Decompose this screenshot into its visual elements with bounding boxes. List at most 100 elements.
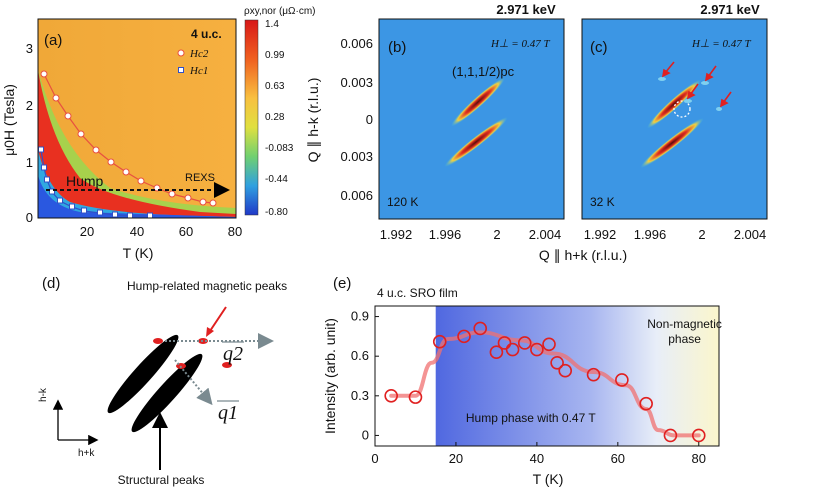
region-label-non-magnetic: Non-magnetic	[647, 317, 722, 331]
xtick: 2	[493, 227, 500, 242]
data-point	[517, 336, 532, 350]
panel-c-energy: 2.971 keV	[700, 2, 760, 17]
panel-b-label: (b)	[388, 39, 406, 56]
data-point	[558, 363, 573, 378]
ytick: 0	[366, 112, 373, 127]
panel-e-ylabel: Intensity (arb. unit)	[322, 318, 338, 434]
phase-map-green-region	[38, 70, 236, 218]
hump-label: Hump	[66, 173, 104, 189]
structural-peak-upper	[647, 79, 701, 129]
structural-peak-lower	[640, 118, 704, 168]
q2-label: q2	[223, 343, 243, 365]
ytick-label: 0	[362, 427, 369, 442]
colorbar-gradient	[244, 19, 259, 216]
panel-c-map	[582, 19, 767, 219]
data-point	[586, 367, 601, 382]
data-point	[615, 373, 629, 387]
panel-a-xticks: 20 40 60 80	[80, 224, 242, 239]
data-point	[505, 342, 520, 357]
structural-peaks-label: Structural peaks	[118, 473, 205, 487]
data-point	[542, 337, 556, 352]
ytick: 0.003	[340, 149, 373, 164]
peak-label: (1,1,1/2)pc	[452, 64, 515, 79]
map-ylabel: Q ∥ h-k (r.l.u.)	[305, 78, 321, 163]
xtick: 2.004	[529, 227, 562, 242]
xtick: 1.992	[380, 227, 413, 242]
ytick-label: 0.3	[351, 388, 369, 403]
phase-map-blue-region	[38, 175, 236, 218]
legend-hc2-label: Hc2	[189, 48, 209, 60]
panel-c-field: H⊥ = 0.47 T	[691, 38, 751, 50]
magnetic-peaks-label: Hump-related magnetic peaks	[127, 279, 287, 293]
ytick: 0.006	[340, 188, 373, 203]
structural-peak-lower	[444, 117, 508, 167]
ytick: 0.006	[340, 36, 373, 51]
region-label-non-magnetic-line2: phase	[668, 332, 701, 346]
colorbar-tick: 0.99	[265, 50, 285, 61]
xtick: 2	[698, 227, 705, 242]
ytick: 2	[26, 98, 33, 113]
xtick-label: 60	[611, 451, 625, 466]
data-point	[663, 428, 678, 443]
magnetic-peaks	[658, 77, 722, 111]
ytick: 1	[26, 155, 33, 170]
hc2-markers	[40, 70, 217, 207]
xtick: 2.004	[734, 227, 767, 242]
region-label-hump: Hump phase with 0.47 T	[466, 411, 597, 425]
xtick-label: 0	[371, 451, 378, 466]
xtick-label: 80	[692, 451, 706, 466]
panel-e-chart: (e) 4 u.c. SRO film Hump phase with 0.47…	[322, 275, 722, 487]
data-point	[497, 336, 512, 350]
ytick: 0.003	[340, 75, 373, 90]
map-xlabel: Q ∥ h+k (r.l.u.)	[539, 247, 627, 263]
axis-hmk-label: h-k	[38, 387, 49, 402]
panel-e-label: (e)	[333, 275, 351, 292]
xtick-label: 40	[530, 451, 544, 466]
q1-label: q1	[218, 402, 238, 424]
panel-b-map	[379, 19, 564, 219]
magnetic-pointer-line	[209, 306, 227, 332]
axis-hpk-label: h+k	[78, 448, 95, 459]
data-point	[457, 329, 471, 344]
map-c-xticks: 1.992 1.996 2 2.004	[584, 227, 767, 242]
ytick-label: 0.6	[351, 348, 369, 363]
chart-regions	[435, 306, 719, 446]
panel-b-temp: 120 K	[387, 195, 418, 209]
colorbar-tick: -0.80	[265, 207, 288, 218]
xtick: 1.996	[429, 227, 462, 242]
panel-e-xticks: 0 20 40 60 80	[371, 442, 706, 466]
rexs-label: REXS	[185, 172, 215, 184]
panel-a-label: (a)	[44, 32, 62, 49]
panel-c-frame	[581, 18, 768, 220]
map-b-xticks: 1.992 1.996 2 2.004	[380, 227, 562, 242]
panel-e-xlabel: T (K)	[533, 471, 564, 487]
ytick: 0	[26, 210, 33, 225]
data-points	[384, 321, 706, 443]
legend-hc1-label: Hc1	[189, 65, 208, 77]
data-point	[530, 342, 544, 357]
xtick: 1.992	[584, 227, 617, 242]
magnetic-peak-arrows	[661, 61, 732, 108]
panel-d: (d) Hump-related magnetic peaks q2 q1 St…	[38, 275, 287, 487]
panel-b-energy: 2.971 keV	[496, 2, 556, 17]
map-yticks: 0.006 0.003 0 0.003 0.006	[340, 36, 373, 203]
ytick: 3	[26, 41, 33, 56]
colorbar-tick: 0.63	[265, 81, 285, 92]
data-point	[489, 345, 504, 360]
panel-a-xlabel: T (K)	[123, 245, 154, 261]
panel-c-temp: 32 K	[590, 195, 615, 209]
data-point	[408, 390, 423, 404]
panel-a: Hump REXS (a) 4 u.c. Hc2 Hc1 20 40 60 80…	[1, 18, 242, 261]
panel-e-frame	[374, 305, 720, 447]
panel-a-yticks: 0 1 2 3	[26, 41, 33, 225]
data-point	[432, 334, 447, 349]
xtick: 60	[179, 224, 193, 239]
panel-b: (b) H⊥ = 0.47 T (1,1,1/2)pc 120 K 2.971 …	[378, 2, 565, 220]
sample-label: 4 u.c.	[191, 27, 222, 41]
xtick-label: 20	[449, 451, 463, 466]
region-hump-phase	[435, 306, 719, 446]
panel-b-field: H⊥ = 0.47 T	[490, 38, 550, 50]
magnetic-peak-circle	[673, 100, 691, 118]
panel-c-label: (c)	[590, 39, 608, 56]
